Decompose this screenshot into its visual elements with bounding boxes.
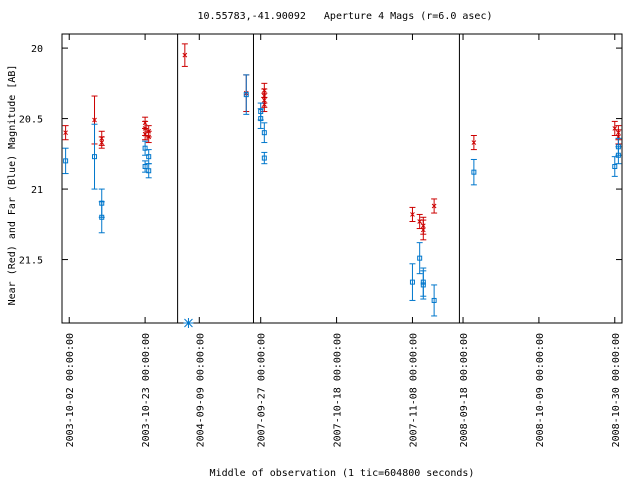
far-point: [470, 158, 477, 186]
asterisk-marker: [183, 318, 194, 328]
square-marker: [142, 164, 148, 170]
square-marker: [420, 282, 426, 288]
square-marker: [146, 154, 152, 160]
far-point: [91, 123, 98, 190]
square-marker: [409, 279, 415, 285]
square-marker: [417, 255, 423, 261]
x-marker: [63, 130, 68, 136]
near-point: [470, 135, 477, 151]
near-point: [409, 206, 416, 222]
y-tick-label: 20: [31, 44, 43, 55]
far-point: [416, 242, 423, 275]
far-point: [420, 270, 427, 300]
square-marker: [261, 130, 267, 136]
square-marker: [615, 144, 621, 150]
plot-area: 20 20.5 21 21.5 2003-10-02 00:00:00 2003-10-2…: [19, 33, 623, 447]
x-tick-label: 2008-09-18 00:00:00: [459, 333, 470, 447]
square-marker: [99, 214, 105, 220]
x-marker: [146, 134, 152, 140]
near-point: [62, 125, 69, 141]
far-point: [611, 156, 618, 177]
x-tick-label: 2007-09-27 00:00:00: [257, 333, 268, 447]
y-tick-label: 20.5: [19, 115, 43, 126]
far-point: [145, 163, 152, 179]
square-marker: [243, 92, 249, 98]
far-point: [62, 147, 69, 175]
x-marker: [471, 140, 477, 145]
y-tick-label: 21.5: [19, 256, 43, 267]
near-point: [181, 43, 188, 67]
square-marker: [142, 145, 148, 151]
x-axis-label: Middle of observation (1 tic=604800 seco…: [210, 468, 475, 479]
x-tick-label: 2003-10-23 00:00:00: [141, 333, 152, 447]
y-axis-label: Near (Red) and Far (Blue) Magnitude [AB]: [7, 65, 18, 306]
square-marker: [261, 155, 267, 161]
plot-frame: [61, 33, 623, 324]
x-tick-label: 2008-10-30 00:00:00: [611, 333, 622, 447]
square-marker: [92, 154, 98, 160]
square-marker: [471, 169, 477, 175]
square-marker: [146, 168, 152, 174]
near-point: [611, 120, 618, 137]
far-point: [257, 108, 264, 129]
near-point: [142, 127, 149, 141]
square-marker: [612, 164, 618, 170]
x-tick-label: 2008-10-09 00:00:00: [535, 333, 546, 447]
near-point: [420, 219, 427, 241]
far-point: [615, 137, 622, 156]
x-tick-label: 2007-11-08 00:00:00: [408, 333, 419, 447]
far-point: [145, 149, 152, 165]
x-tick-label: 2007-10-18 00:00:00: [333, 333, 344, 447]
x-tick-label: 2003-10-02 00:00:00: [65, 333, 76, 447]
x-marker: [182, 52, 188, 58]
square-marker: [258, 116, 264, 122]
far-point: [261, 122, 268, 144]
x-marker: [92, 117, 97, 123]
x-marker: [142, 131, 148, 137]
near-point: [98, 136, 105, 149]
x-marker: [99, 140, 105, 145]
far-point: [98, 201, 105, 234]
far-point: [261, 151, 268, 165]
far-point: [409, 263, 416, 301]
x-marker: [420, 227, 426, 233]
chart-title: 10.55783,-41.90092 Aperture 4 Mags (r=6.…: [197, 11, 492, 22]
far-point: [142, 140, 149, 156]
x-marker: [431, 203, 437, 209]
x-marker: [410, 212, 415, 217]
y-tick-label: 21: [31, 185, 43, 196]
far-point: [243, 74, 250, 115]
square-marker: [63, 158, 69, 164]
near-point: [431, 198, 438, 214]
square-marker: [431, 297, 437, 303]
near-point: [416, 213, 423, 230]
x-tick-label: 2004-09-09 00:00:00: [195, 333, 206, 447]
far-point: [431, 284, 438, 317]
near-point: [145, 130, 152, 144]
